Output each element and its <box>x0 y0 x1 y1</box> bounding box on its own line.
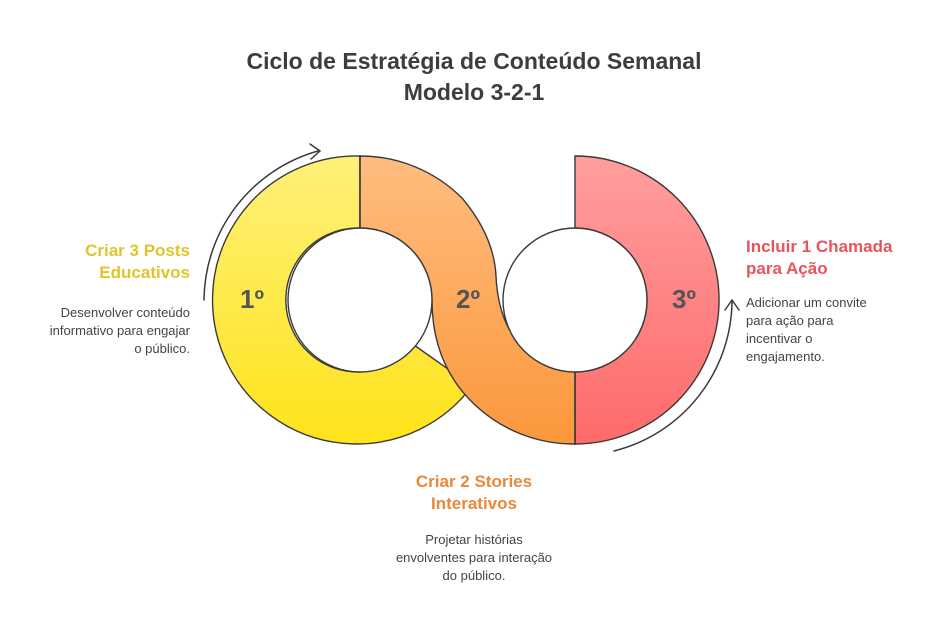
step-2-title-line1: Criar 2 Stories <box>415 472 533 491</box>
step-3-desc-line1: Adicionar um convite <box>746 295 867 310</box>
step-1-title-line2: Educativos <box>99 263 190 282</box>
step-2-desc-line1: Projetar histórias <box>425 532 523 547</box>
step-1-desc-line3: o público. <box>134 341 190 356</box>
step-1-title-line1: Criar 3 Posts <box>85 241 190 260</box>
ring-3-hole <box>502 227 648 373</box>
step-2-desc-line3: do público. <box>442 568 506 583</box>
step-1-description: Desenvolver conteúdo informativo para en… <box>5 304 190 358</box>
step-3-title-line1: Incluir 1 Chamada <box>746 237 893 256</box>
step-2-desc-line2: envolventes para interação <box>395 550 553 565</box>
diagram-title: Ciclo de Estratégia de Conteúdo Semanal … <box>0 46 948 108</box>
step-2-description: Projetar histórias envolventes para inte… <box>364 531 584 585</box>
step-2-title-line2: Interativos <box>431 494 517 513</box>
step-1-desc-line1: Desenvolver conteúdo <box>60 305 190 320</box>
step-3-description: Adicionar um convite para ação para ince… <box>746 294 916 366</box>
step-3-title-line2: para Ação <box>746 259 828 278</box>
cycle-arrow-right-icon <box>613 298 740 452</box>
step-3-number: 3º <box>672 284 696 314</box>
diagram-title-line1: Ciclo de Estratégia de Conteúdo Semanal <box>246 48 702 74</box>
ring-step-1 <box>211 155 473 445</box>
step-2-title: Criar 2 Stories Interativos <box>374 471 574 515</box>
cycle-arrow-left-icon <box>203 143 322 301</box>
step-1-number: 1º <box>240 284 264 314</box>
step-1-title: Criar 3 Posts Educativos <box>30 240 190 284</box>
diagram-title-line2: Modelo 3-2-1 <box>403 79 545 105</box>
step-2-number: 2º <box>456 284 480 314</box>
step-3-desc-line2: para ação para <box>746 313 834 328</box>
ring-1-hole <box>287 227 433 373</box>
step-3-desc-line4: engajamento. <box>746 349 825 364</box>
step-1-desc-line2: informativo para engajar <box>49 323 190 338</box>
step-3-desc-line3: incentivar o <box>746 331 813 346</box>
step-3-title: Incluir 1 Chamada para Ação <box>746 236 936 280</box>
